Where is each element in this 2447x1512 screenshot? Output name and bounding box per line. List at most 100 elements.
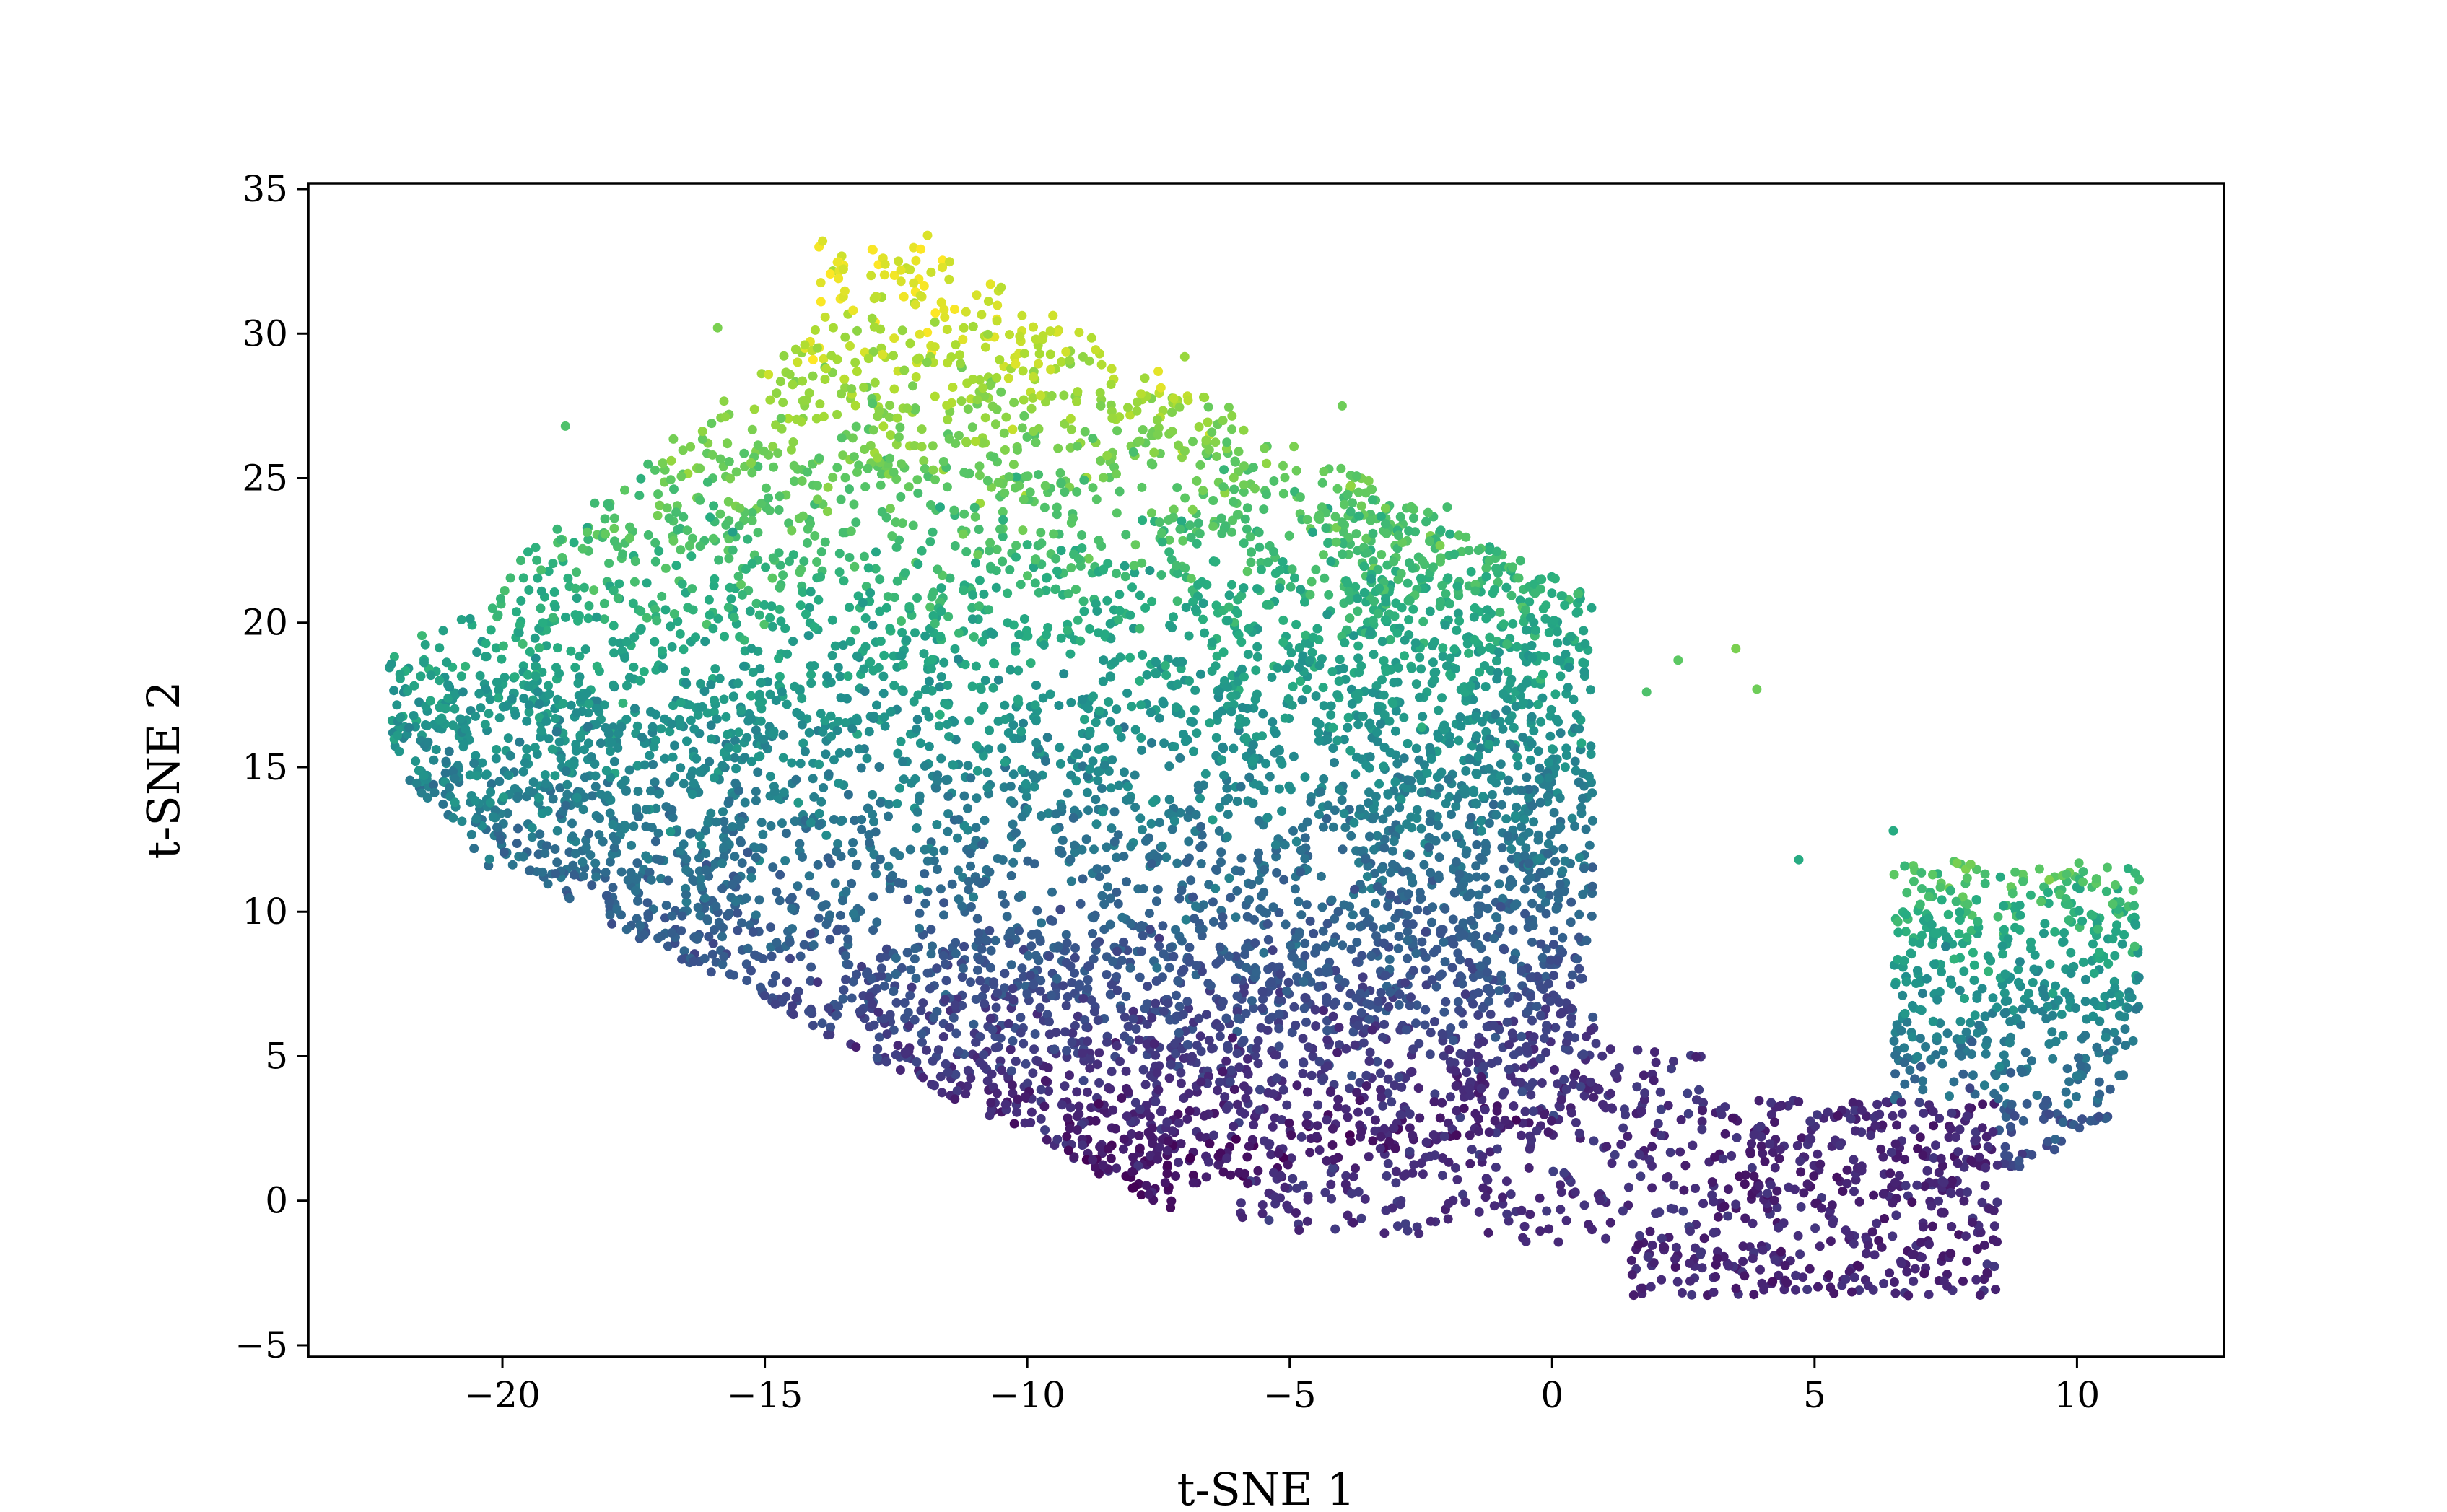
scatter-point: [1965, 1083, 1975, 1093]
scatter-point: [566, 646, 576, 656]
scatter-point: [995, 1056, 1006, 1066]
scatter-point: [1881, 1097, 1891, 1107]
scatter-point: [2071, 1003, 2081, 1013]
scatter-point: [1687, 1290, 1697, 1300]
scatter-point: [971, 661, 981, 671]
scatter-point: [1000, 1099, 1011, 1109]
scatter-point: [1156, 570, 1166, 580]
scatter-point: [881, 1057, 891, 1067]
scatter-point: [800, 746, 810, 756]
scatter-point: [1679, 1185, 1689, 1195]
scatter-point: [527, 832, 537, 842]
scatter-point: [832, 725, 842, 735]
scatter-point: [1918, 1076, 1928, 1086]
scatter-point: [1218, 997, 1228, 1007]
scatter-point: [1379, 834, 1390, 844]
scatter-point: [411, 756, 421, 766]
scatter-point: [833, 839, 843, 849]
scatter-point: [1498, 724, 1508, 734]
scatter-point: [1915, 899, 1925, 909]
scatter-point: [1011, 541, 1021, 551]
scatter-point: [1094, 1048, 1104, 1058]
scatter-point: [1117, 912, 1127, 922]
scatter-point: [1935, 987, 1945, 997]
scatter-point: [1444, 1044, 1454, 1054]
scatter-point: [1322, 1115, 1332, 1125]
scatter-point: [650, 777, 660, 787]
scatter-point: [1943, 909, 1953, 919]
scatter-point: [972, 965, 982, 975]
scatter-point: [1222, 783, 1232, 793]
scatter-point: [1485, 632, 1495, 642]
scatter-point: [1343, 578, 1353, 588]
scatter-point: [519, 694, 529, 704]
scatter-point: [1586, 741, 1596, 751]
scatter-point: [1915, 1034, 1925, 1044]
scatter-point: [922, 887, 933, 897]
scatter-point: [737, 590, 747, 600]
scatter-point: [1034, 359, 1043, 369]
scatter-point: [599, 614, 609, 624]
scatter-point: [512, 839, 522, 848]
scatter-point: [818, 727, 828, 737]
scatter-point: [1532, 1126, 1542, 1136]
scatter-point: [1073, 615, 1083, 625]
scatter-point: [1066, 424, 1076, 434]
scatter-point: [1408, 1130, 1418, 1140]
scatter-point: [1050, 1044, 1060, 1054]
scatter-point: [777, 687, 787, 697]
scatter-point: [2077, 1114, 2088, 1124]
scatter-point: [1291, 1208, 1301, 1218]
scatter-point: [1280, 840, 1290, 850]
scatter-point: [840, 718, 850, 727]
scatter-point: [681, 897, 692, 907]
scatter-point: [2061, 1087, 2071, 1097]
scatter-point: [1929, 1121, 1939, 1131]
scatter-point: [1522, 772, 1532, 782]
scatter-point: [1361, 1081, 1371, 1091]
scatter-point: [1338, 844, 1348, 855]
scatter-point: [1897, 1109, 1907, 1119]
scatter-point: [1566, 1003, 1576, 1013]
scatter-point: [1351, 1163, 1360, 1174]
scatter-point: [1029, 562, 1039, 572]
scatter-point: [774, 653, 784, 663]
scatter-point: [1268, 717, 1278, 727]
scatter-point: [1759, 1285, 1769, 1295]
scatter-point: [1796, 1167, 1806, 1177]
scatter-point: [1537, 953, 1548, 963]
scatter-point: [1497, 843, 1507, 853]
scatter-point: [1218, 920, 1228, 930]
scatter-point: [954, 628, 964, 638]
scatter-point: [1905, 1065, 1915, 1075]
scatter-point: [1917, 930, 1927, 940]
scatter-point: [852, 467, 862, 477]
scatter-point: [669, 484, 679, 494]
scatter-point: [860, 686, 870, 696]
scatter-point: [1006, 870, 1016, 880]
scatter-point: [765, 772, 775, 782]
scatter-point: [736, 580, 746, 590]
scatter-point: [493, 610, 503, 620]
scatter-point: [1544, 757, 1554, 767]
scatter-point: [1343, 1112, 1353, 1122]
scatter-point: [1980, 869, 1990, 879]
scatter-point: [905, 844, 915, 855]
scatter-point: [1806, 1135, 1816, 1145]
scatter-point: [1991, 1285, 2001, 1295]
scatter-point: [1533, 746, 1543, 756]
scatter-point: [609, 680, 619, 690]
scatter-point: [864, 830, 874, 839]
scatter-point: [1461, 766, 1471, 776]
scatter-point: [857, 824, 867, 834]
scatter-point: [834, 717, 843, 726]
scatter-point: [2108, 934, 2118, 944]
scatter-point: [847, 724, 858, 734]
scatter-point: [688, 533, 697, 543]
scatter-point: [961, 437, 971, 447]
scatter-point: [1296, 1132, 1307, 1142]
scatter-point: [1669, 1180, 1679, 1190]
scatter-point: [2000, 1142, 2010, 1152]
scatter-point: [1395, 803, 1405, 813]
scatter-point: [1336, 463, 1346, 473]
